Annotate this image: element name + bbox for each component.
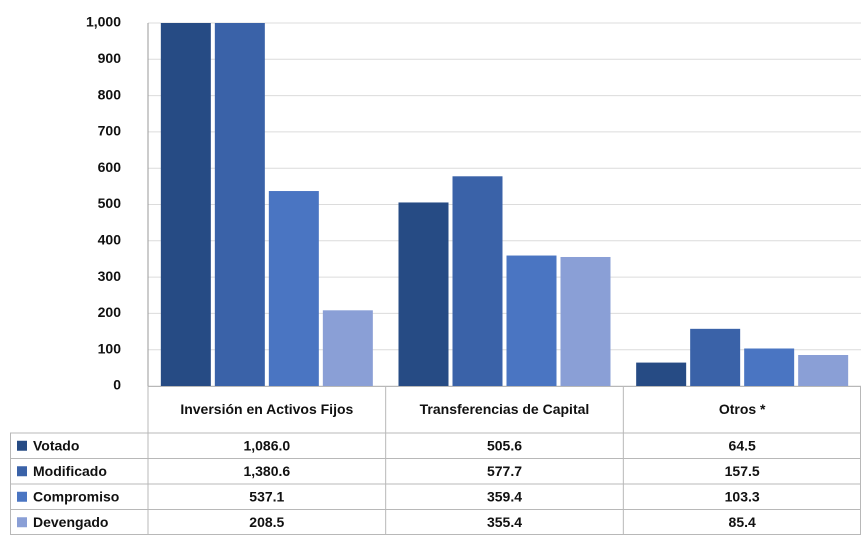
category-cell: Otros * <box>718 401 766 417</box>
bar <box>636 362 687 386</box>
data-label: 359.4 <box>487 488 522 504</box>
legend-label: Votado <box>33 437 79 453</box>
bars <box>160 23 849 386</box>
y-tick-label: 0 <box>113 377 121 393</box>
y-tick-label: 1,000 <box>86 14 121 30</box>
legend-label: Modificado <box>33 463 107 479</box>
bar <box>560 256 611 386</box>
data-label: 1,086.0 <box>243 437 290 453</box>
y-tick-label: 900 <box>98 50 122 66</box>
y-tick-label: 700 <box>98 123 122 139</box>
data-label: 208.5 <box>249 514 284 530</box>
data-label: 577.7 <box>487 463 522 479</box>
x-tick-label: Otros * <box>718 401 766 417</box>
bar <box>690 328 741 386</box>
category-cell: Transferencias de Capital <box>419 401 590 417</box>
bar <box>398 202 449 386</box>
data-label: 505.6 <box>487 437 522 453</box>
bar <box>798 354 849 386</box>
legend-label: Compromiso <box>33 488 119 504</box>
bar <box>214 23 265 386</box>
data-label: 1,380.6 <box>243 463 290 479</box>
legend-label: Devengado <box>33 514 108 530</box>
y-tick-label: 500 <box>98 195 122 211</box>
bar <box>268 191 319 386</box>
data-label: 355.4 <box>487 514 522 530</box>
data-label: 85.4 <box>729 514 756 530</box>
legend-swatch <box>17 440 27 451</box>
y-tick-label: 100 <box>98 340 122 356</box>
x-tick-label: Inversión en Activos Fijos <box>180 401 354 417</box>
bar <box>452 176 503 386</box>
y-tick-label: 800 <box>98 86 122 102</box>
data-label: 157.5 <box>725 463 760 479</box>
bar <box>744 348 795 386</box>
data-label: 64.5 <box>729 437 756 453</box>
legend-swatch <box>17 517 27 528</box>
data-label: 103.3 <box>725 488 760 504</box>
x-tick-label: Transferencias de Capital <box>419 401 590 417</box>
y-tick-label: 600 <box>98 159 122 175</box>
bar <box>506 255 557 386</box>
bar <box>160 23 211 386</box>
y-tick-label: 300 <box>98 268 122 284</box>
category-cell: Inversión en Activos Fijos <box>180 401 354 417</box>
legend-swatch <box>17 466 27 477</box>
data-label: 537.1 <box>249 488 284 504</box>
y-tick-label: 200 <box>98 304 122 320</box>
bar <box>322 310 373 386</box>
legend-swatch <box>17 491 27 502</box>
y-tick-label: 400 <box>98 232 122 248</box>
